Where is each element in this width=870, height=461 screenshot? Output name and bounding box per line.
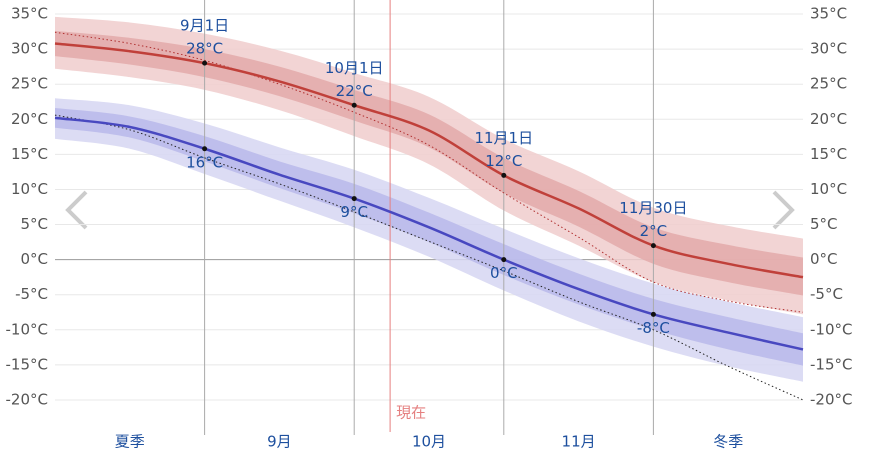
y-tick-label: 10°C <box>11 180 48 198</box>
y-tick-label: -15°C <box>6 355 48 373</box>
y-tick-label-right: -20°C <box>810 390 852 408</box>
point <box>650 243 656 249</box>
date-label: 10月1日 <box>325 59 384 77</box>
y-tick-label-right: -5°C <box>810 285 843 303</box>
y-tick-label: -20°C <box>6 390 48 408</box>
value-label: 22°C <box>336 82 373 100</box>
y-tick-label-right: 15°C <box>810 145 847 163</box>
dotted-line <box>54 31 804 313</box>
y-tick-label-right: 35°C <box>810 5 847 23</box>
date-label: 11月30日 <box>619 199 687 217</box>
y-tick-label: 20°C <box>11 110 48 128</box>
point <box>501 257 507 263</box>
date-label: 11月1日 <box>474 129 533 147</box>
line <box>54 116 804 351</box>
point <box>202 60 208 66</box>
y-tick-label-right: 0°C <box>810 250 838 268</box>
point <box>202 146 208 152</box>
x-tick-label: 11月 <box>562 433 596 451</box>
y-tick-label: 30°C <box>11 40 48 58</box>
value-label: 28°C <box>186 40 223 58</box>
y-tick-label-right: 5°C <box>810 215 838 233</box>
point <box>351 102 357 108</box>
value-label: 12°C <box>485 152 522 170</box>
point <box>351 196 357 202</box>
y-tick-label: -10°C <box>6 320 48 338</box>
y-tick-label: 15°C <box>11 145 48 163</box>
y-tick-label-right: -10°C <box>810 320 852 338</box>
y-tick-label: -5°C <box>15 285 48 303</box>
x-tick-label: 夏季 <box>115 433 145 451</box>
line <box>54 42 804 279</box>
y-tick-label: 25°C <box>11 75 48 93</box>
value-label: -8°C <box>637 319 670 337</box>
x-tick-label: 10月 <box>412 433 446 451</box>
y-tick-label-right: 20°C <box>810 110 847 128</box>
y-tick-label: 0°C <box>20 250 48 268</box>
date-label: 9月1日 <box>180 17 229 35</box>
next-arrow[interactable] <box>772 190 795 230</box>
value-label: 0°C <box>490 264 518 282</box>
y-tick-label-right: 10°C <box>810 180 847 198</box>
y-tick-label-right: 25°C <box>810 75 847 93</box>
point <box>501 172 507 178</box>
now-label: 現在 <box>396 404 426 422</box>
value-label: 9°C <box>340 203 368 221</box>
x-tick-label: 9月 <box>267 433 292 451</box>
y-tick-label-right: -15°C <box>810 355 852 373</box>
y-tick-label: 5°C <box>20 215 48 233</box>
x-tick-label: 冬季 <box>713 433 743 451</box>
prev-arrow[interactable] <box>65 190 88 230</box>
point <box>650 311 656 317</box>
value-label: 2°C <box>640 222 668 240</box>
value-label: 16°C <box>186 153 223 171</box>
dotted-line <box>54 114 804 401</box>
y-tick-label-right: 30°C <box>810 40 847 58</box>
y-tick-label: 35°C <box>11 5 48 23</box>
